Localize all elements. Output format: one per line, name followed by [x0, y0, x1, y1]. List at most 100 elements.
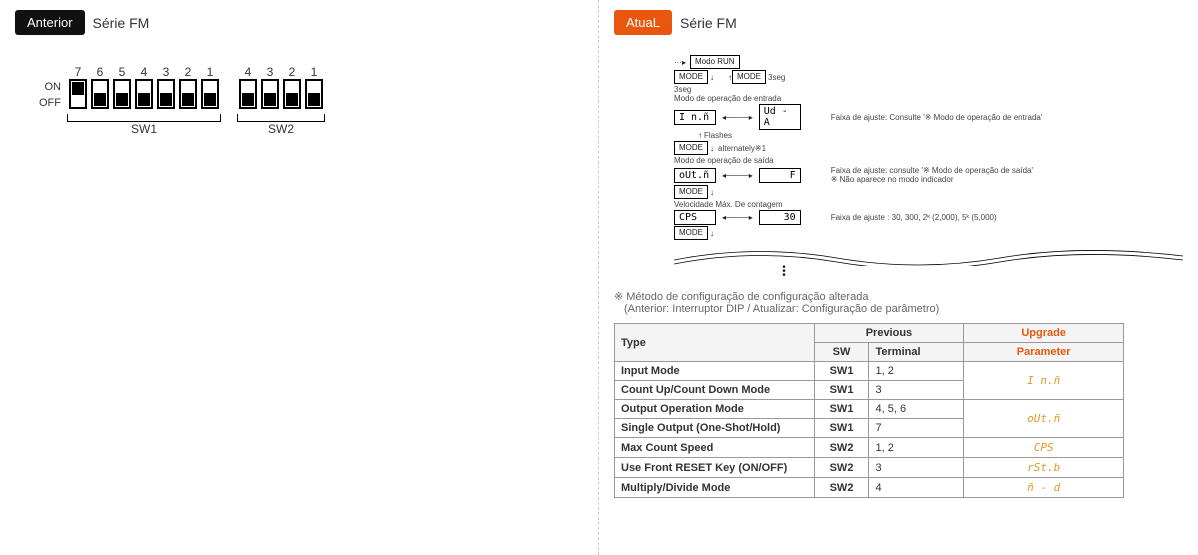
alternately-label: alternately — [718, 144, 755, 153]
on-label: ON — [25, 80, 67, 96]
mode-button: MODE — [674, 226, 708, 240]
dip-num: 3 — [155, 65, 177, 79]
dip-switch — [69, 79, 87, 109]
cell-terminal: 4 — [869, 478, 964, 498]
cell-terminal: 3 — [869, 381, 964, 400]
table-row: Use Front RESET Key (ON/OFF)SW23rSt.b — [615, 458, 1124, 478]
ellipsis-dots: ••• — [774, 266, 794, 278]
badge-anterior: Anterior — [15, 10, 85, 35]
input-disp: I n.ñ — [674, 110, 716, 125]
dip-num: 2 — [281, 65, 303, 79]
t3sec-2: 3seg — [674, 85, 1183, 94]
cell-terminal: 7 — [869, 419, 964, 438]
mode-button: MODE — [674, 70, 708, 84]
hint-cps: Faixa de ajuste : 30, 300, 2ᵏ (2,000), 5… — [831, 213, 997, 222]
wave-separator — [674, 248, 1183, 266]
cell-type: Single Output (One-Shot/Hold) — [615, 419, 815, 438]
mode-button: MODE — [674, 141, 708, 155]
cell-sw: SW1 — [814, 381, 869, 400]
dip-switch — [135, 79, 153, 109]
flowchart: ···▸Modo RUN MODE ↓ ↑ MODE 3seg 3seg Mod… — [674, 55, 1183, 278]
dip-num: 1 — [303, 65, 325, 79]
th-type: Type — [615, 324, 815, 362]
cell-type: Multiply/Divide Mode — [615, 478, 815, 498]
cell-sw: SW1 — [814, 400, 869, 419]
dip-switch — [261, 79, 279, 109]
cell-sw: SW2 — [814, 458, 869, 478]
table-row: Input ModeSW11, 2I n.ñ — [615, 362, 1124, 381]
cps-disp: CPS — [674, 210, 716, 225]
dip-num: 1 — [199, 65, 221, 79]
cell-sw: SW1 — [814, 419, 869, 438]
flow-run-mode: Modo RUN — [690, 55, 740, 69]
mode-button: MODE — [732, 70, 766, 84]
left-header: Anterior Série FM — [15, 10, 583, 35]
badge-atual: AtuaL — [614, 10, 672, 35]
cps-val: 30 — [759, 210, 801, 225]
cell-sw: SW1 — [814, 362, 869, 381]
panel-anterior: Anterior Série FM 76543214321 ON OFF SW1 — [0, 0, 599, 555]
t3sec: 3seg — [768, 73, 785, 82]
input-mode-title: Modo de operação de entrada — [674, 94, 1183, 103]
cell-terminal: 1, 2 — [869, 362, 964, 381]
cell-parameter: I n.ñ — [964, 362, 1124, 400]
dip-num: 4 — [133, 65, 155, 79]
th-upgrade: Upgrade — [964, 324, 1124, 343]
mode-button: MODE — [674, 185, 708, 199]
th-sw: SW — [814, 343, 869, 362]
dip-switch — [179, 79, 197, 109]
hint-input: Faixa de ajuste: Consulte '※ Modo de ope… — [831, 113, 1043, 122]
cell-type: Use Front RESET Key (ON/OFF) — [615, 458, 815, 478]
cell-parameter: rSt.b — [964, 458, 1124, 478]
cell-parameter: CPS — [964, 438, 1124, 458]
cell-terminal: 4, 5, 6 — [869, 400, 964, 419]
note-line2: (Anterior: Interruptor DIP / Atualizar: … — [624, 303, 1183, 315]
cell-type: Count Up/Count Down Mode — [615, 381, 815, 400]
dip-num: 4 — [237, 65, 259, 79]
dip-switch — [305, 79, 323, 109]
config-note: ※ Método de configuração de configuração… — [614, 290, 1183, 315]
sw1-label: SW1 — [67, 122, 221, 136]
cell-terminal: 3 — [869, 458, 964, 478]
cell-type: Max Count Speed — [615, 438, 815, 458]
right-header: AtuaL Série FM — [614, 10, 1183, 35]
dip-switch — [201, 79, 219, 109]
dip-switch — [283, 79, 301, 109]
note-line1: ※ Método de configuração de configuração… — [614, 290, 1183, 303]
dip-num: 7 — [67, 65, 89, 79]
dip-num: 2 — [177, 65, 199, 79]
table-row: Multiply/Divide ModeSW24ñ - d — [615, 478, 1124, 498]
dip-switch-diagram: 76543214321 ON OFF SW1 SW2 — [25, 65, 583, 136]
right-series-label: Série FM — [680, 15, 737, 31]
cell-parameter: oUt.ñ — [964, 400, 1124, 438]
cell-type: Input Mode — [615, 362, 815, 381]
th-parameter: Parameter — [964, 343, 1124, 362]
dip-switch — [113, 79, 131, 109]
panel-atual: AtuaL Série FM ···▸Modo RUN MODE ↓ ↑ MOD… — [599, 0, 1198, 555]
sw2-label: SW2 — [237, 122, 325, 136]
dip-switch — [239, 79, 257, 109]
cell-sw: SW2 — [814, 438, 869, 458]
cell-type: Output Operation Mode — [615, 400, 815, 419]
th-previous: Previous — [814, 324, 964, 343]
input-val: Ud - A — [759, 104, 801, 130]
cell-parameter: ñ - d — [964, 478, 1124, 498]
max-speed-title: Velocidade Máx. De contagem — [674, 200, 1183, 209]
cell-sw: SW2 — [814, 478, 869, 498]
hint-output2: ※ Não aparece no modo indicador — [831, 175, 1033, 184]
output-val: F — [759, 168, 801, 183]
flashes-label: Flashes — [704, 131, 732, 140]
dip-switch — [157, 79, 175, 109]
table-row: Max Count SpeedSW21, 2CPS — [615, 438, 1124, 458]
dip-num: 6 — [89, 65, 111, 79]
cell-terminal: 1, 2 — [869, 438, 964, 458]
hint-output1: Faixa de ajuste: consulte '※ Modo de ope… — [831, 166, 1033, 175]
dip-switch — [91, 79, 109, 109]
config-table: Type Previous Upgrade SW Terminal Parame… — [614, 323, 1124, 498]
off-label: OFF — [25, 96, 67, 112]
output-mode-title: Modo de operação de saída — [674, 156, 1183, 165]
table-row: Output Operation ModeSW14, 5, 6oUt.ñ — [615, 400, 1124, 419]
dip-num: 5 — [111, 65, 133, 79]
output-disp: oUt.ñ — [674, 168, 716, 183]
left-series-label: Série FM — [93, 15, 150, 31]
